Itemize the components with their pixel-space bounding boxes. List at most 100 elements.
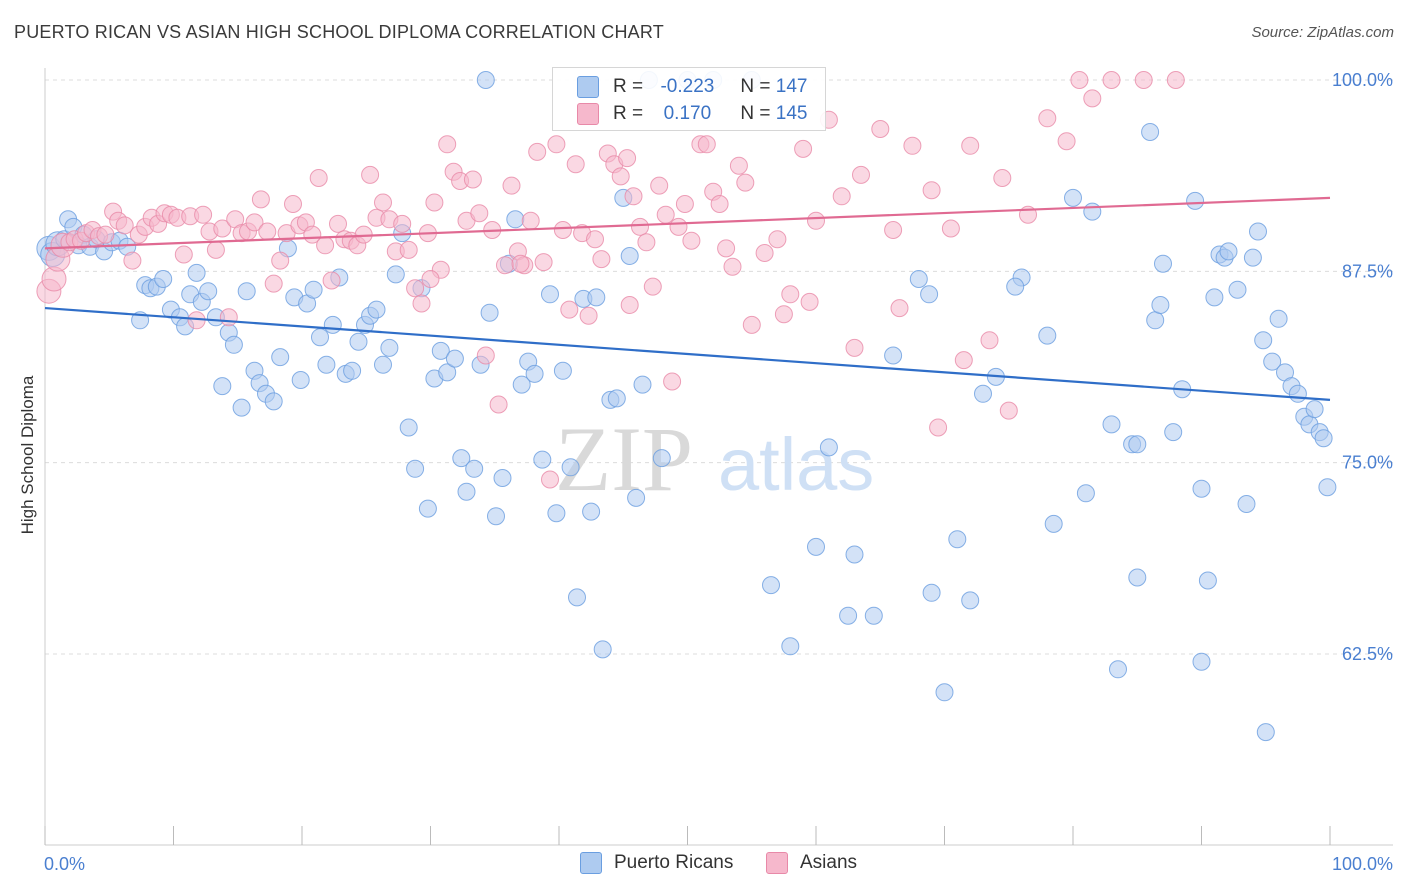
asians-point xyxy=(656,205,675,224)
asians-point xyxy=(929,418,948,437)
puerto-ricans-point xyxy=(553,361,572,380)
puerto-ricans-point xyxy=(452,449,471,468)
grid-lines xyxy=(45,79,1393,655)
puerto-ricans-point xyxy=(199,282,218,301)
asians-point xyxy=(807,211,825,230)
puerto-ricans-point xyxy=(845,545,864,564)
asians-point xyxy=(643,277,662,296)
asians-point xyxy=(675,195,694,213)
puerto-ricans-point xyxy=(1256,723,1275,742)
asians-point xyxy=(1070,71,1089,89)
puerto-ricans-point xyxy=(367,300,386,319)
asians-point xyxy=(521,211,540,230)
puerto-ricans-point xyxy=(480,303,499,322)
trend-line-puerto-ricans xyxy=(44,306,1331,402)
asians-point xyxy=(271,251,290,270)
asians-point xyxy=(547,135,566,154)
asians-point xyxy=(579,306,598,325)
puerto-ricans-point xyxy=(1044,514,1063,533)
puerto-ricans-point xyxy=(781,637,800,656)
asians-point xyxy=(96,225,115,244)
puerto-ricans-point xyxy=(374,355,392,374)
puerto-ricans-point xyxy=(264,392,283,411)
puerto-ricans-point xyxy=(620,247,639,265)
asians-point xyxy=(374,193,392,212)
watermark-zip: ZIP xyxy=(555,408,693,510)
asians-point xyxy=(871,120,890,138)
watermark-atlas: atlas xyxy=(718,423,874,506)
asians-point xyxy=(845,338,864,357)
puerto-ricans-point xyxy=(457,482,476,501)
asians-point xyxy=(438,135,457,154)
puerto-ricans-point xyxy=(920,285,939,304)
puerto-ricans-point xyxy=(1192,652,1211,671)
asians-point xyxy=(213,219,232,238)
asians-point xyxy=(1057,132,1076,151)
r-label: R = xyxy=(613,103,644,124)
asians-point xyxy=(502,176,521,195)
puerto-ricans-point xyxy=(652,449,671,468)
asians-point xyxy=(755,244,774,262)
asians-point xyxy=(393,214,412,233)
asians-point xyxy=(1102,71,1121,89)
puerto-ricans-point xyxy=(1243,248,1262,267)
puerto-ricans-point xyxy=(304,280,323,299)
puerto-ricans-point xyxy=(154,270,173,288)
asians-point xyxy=(194,205,213,224)
puerto-ricans-point xyxy=(593,640,612,659)
asians-point xyxy=(903,136,922,155)
asians-point xyxy=(999,401,1018,420)
asians-point xyxy=(794,139,813,158)
asians-point xyxy=(329,214,347,233)
trend-line-asians xyxy=(44,196,1331,250)
asians-point xyxy=(258,222,277,241)
y-tick-label: 87.5% xyxy=(1342,261,1393,281)
puerto-ricans-point xyxy=(627,488,646,507)
puerto-ricans-point xyxy=(323,315,342,334)
asians-point xyxy=(534,253,553,272)
puerto-ricans-point xyxy=(438,363,457,382)
puerto-ricans-point xyxy=(922,583,941,602)
puerto-ricans-point xyxy=(1083,202,1102,221)
asians-point xyxy=(528,142,547,161)
asians-point xyxy=(541,470,559,489)
asians-point xyxy=(560,300,579,319)
puerto-ricans-point xyxy=(291,371,310,389)
asians-point xyxy=(941,219,960,238)
asians-point xyxy=(174,245,193,264)
asians-point xyxy=(669,217,688,236)
puerto-ricans-point xyxy=(762,576,780,595)
puerto-ricans-point xyxy=(213,377,232,396)
asians-point xyxy=(1134,71,1153,89)
puerto-ricans-point xyxy=(961,591,980,610)
puerto-ricans-point xyxy=(418,499,437,518)
legend-label-asians: Asians xyxy=(800,852,858,873)
r-value-asians: 0.170 xyxy=(663,103,712,124)
y-tick-label: 75.0% xyxy=(1342,453,1393,473)
puerto-ricans-point xyxy=(1102,415,1121,434)
asians-point xyxy=(264,274,283,293)
asians-point xyxy=(309,169,328,187)
asians-point xyxy=(663,372,682,391)
asians-point xyxy=(993,169,1012,187)
legend-item-asians: Asians xyxy=(766,852,857,874)
asians-point xyxy=(511,254,530,273)
puerto-ricans-point xyxy=(1288,384,1307,403)
asians-point xyxy=(1166,71,1185,89)
y-tick-label: 62.5% xyxy=(1342,644,1393,664)
series-puerto-ricans xyxy=(36,71,1337,742)
puerto-ricans-point xyxy=(1076,484,1095,503)
puerto-ricans-point xyxy=(476,71,495,89)
puerto-ricans-point xyxy=(1128,435,1147,454)
asians-point xyxy=(682,231,701,250)
puerto-ricans-point xyxy=(1269,309,1288,328)
puerto-ricans-point xyxy=(525,364,544,383)
series-asians xyxy=(36,71,1185,489)
puerto-ricans-point xyxy=(1128,568,1147,587)
puerto-ricans-point xyxy=(187,263,206,282)
asians-point xyxy=(980,331,999,350)
asians-point xyxy=(631,217,649,236)
puerto-ricans-point xyxy=(349,332,368,351)
asians-point xyxy=(774,305,793,324)
